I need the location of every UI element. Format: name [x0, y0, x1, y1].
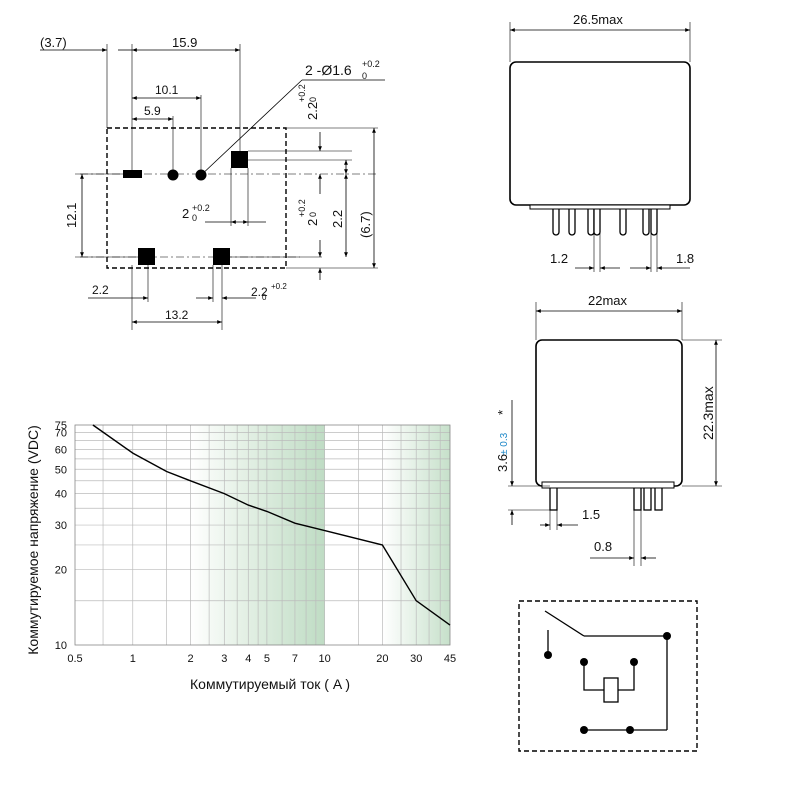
front-pin-width: 1.5 [582, 507, 600, 522]
dim-15-9: 15.9 [172, 35, 197, 50]
chart-y-tick-label: 50 [55, 464, 67, 476]
chart-x-tick-label: 5 [264, 653, 270, 665]
front-pin-length-star: * [495, 410, 510, 415]
chart-series-line [92, 424, 451, 626]
schematic-outline [518, 600, 698, 752]
hole-pad-1 [167, 169, 179, 181]
dim-2-vert-tol0: 0 [308, 212, 318, 217]
dim-2-2-bottom2-tol0: 0 [262, 293, 267, 302]
relay-body-side [509, 61, 691, 206]
dim-6-7: (6.7) [358, 211, 373, 238]
chart-y-tick-label: 70 [55, 428, 67, 440]
dim-hole: 2 -Ø1.6 [305, 62, 352, 78]
dim-2-vert-tol: +0.2 [297, 199, 307, 217]
pin [633, 485, 642, 511]
chart-x-axis-label: Коммутируемый ток ( A ) [190, 676, 350, 692]
contact-nc [544, 651, 552, 659]
pin [568, 205, 576, 236]
side-pin-spacing-1: 1.2 [550, 251, 568, 266]
dim-12-1: 12.1 [64, 203, 79, 228]
chart-y-tick-label: 20 [55, 564, 67, 576]
chart-band-1 [190, 425, 325, 645]
side-view: 26.5max 1.2 1.8 [509, 12, 694, 272]
chart-x-tick-label: 0.5 [67, 653, 82, 665]
dim-2-tol: +0.2 [192, 203, 210, 213]
dim-5-9: 5.9 [144, 104, 161, 118]
dim-2-2-bottom2-tol: +0.2 [271, 282, 287, 291]
pcb-layout: (3.7) 15.9 10.1 5.9 2 -Ø1.6 +0.2 0 2 +0.… [40, 35, 385, 330]
dim-2-2-top-tol: +0.2 [297, 84, 307, 102]
chart-x-tick-label: 20 [376, 653, 388, 665]
dim-2-2-bottom2: 2.2 [251, 285, 268, 299]
dim-2: 2 [182, 206, 189, 221]
chart-x-tick-label: 10 [319, 653, 331, 665]
front-width-label: 22max [588, 293, 628, 308]
chart-grid [75, 425, 450, 645]
pin [552, 205, 560, 236]
chart-y-axis-label: Коммутируемое напряжение (VDC) [25, 425, 41, 655]
dim-2-vert: 2 [305, 219, 320, 226]
front-pin-thickness: 0.8 [594, 539, 612, 554]
dim-2-2-top-tol0: 0 [308, 97, 318, 102]
chart-x-ticks: 0.5 1 2 3 4 5 7 10 20 30 45 [67, 653, 456, 665]
chart-y-tick-label: 75 [55, 420, 67, 432]
front-pin-length: 3.6 [495, 454, 510, 472]
chart-x-tick-label: 3 [221, 653, 227, 665]
chart-x-tick-label: 30 [410, 653, 422, 665]
dim-10-1: 10.1 [155, 83, 179, 97]
chart-y-tick-label: 60 [55, 444, 67, 456]
dim-2-2-bottom: 2.2 [92, 283, 109, 297]
pad-square-bl [138, 248, 155, 265]
pin [654, 485, 663, 511]
side-pin-spacing-2: 1.8 [676, 251, 694, 266]
pad-square-br [213, 248, 230, 265]
dim-hole-tol: +0.2 [362, 59, 380, 69]
dim-3-7: (3.7) [40, 35, 67, 50]
front-view: 22max 22.3max 3.6 ± 0.3 * 1.5 0.8 [495, 293, 722, 566]
chart-y-tick-label: 30 [55, 520, 67, 532]
relay-schematic [518, 600, 698, 752]
chart-x-tick-label: 45 [444, 653, 456, 665]
pad-slot [123, 170, 142, 178]
chart-plot-area [74, 424, 451, 646]
relay-outline [106, 127, 287, 269]
pad-square-top [231, 151, 248, 168]
dim-13-2: 13.2 [165, 308, 189, 322]
relay-body-front [535, 339, 683, 487]
chart-y-tick-label: 40 [55, 489, 67, 501]
chart-x-tick-label: 2 [187, 653, 193, 665]
pin [619, 205, 627, 236]
side-width-label: 26.5max [573, 12, 623, 27]
chart-x-tick-label: 7 [292, 653, 298, 665]
chart-x-tick-label: 4 [245, 653, 251, 665]
dim-hole-tol0: 0 [362, 71, 367, 81]
chart-y-tick-label: 10 [55, 640, 67, 652]
coil-symbol [603, 677, 619, 703]
front-height-label: 22.3max [700, 386, 716, 440]
pin [642, 205, 650, 236]
dim-2-2-top: 2.2 [305, 102, 320, 120]
front-pin-length-tol: ± 0.3 [499, 432, 510, 455]
dim-2-2-vert: 2.2 [330, 210, 345, 228]
pin [643, 485, 652, 511]
dim-2-tol0: 0 [192, 213, 197, 223]
chart-x-tick-label: 1 [130, 653, 136, 665]
pin [549, 485, 558, 511]
